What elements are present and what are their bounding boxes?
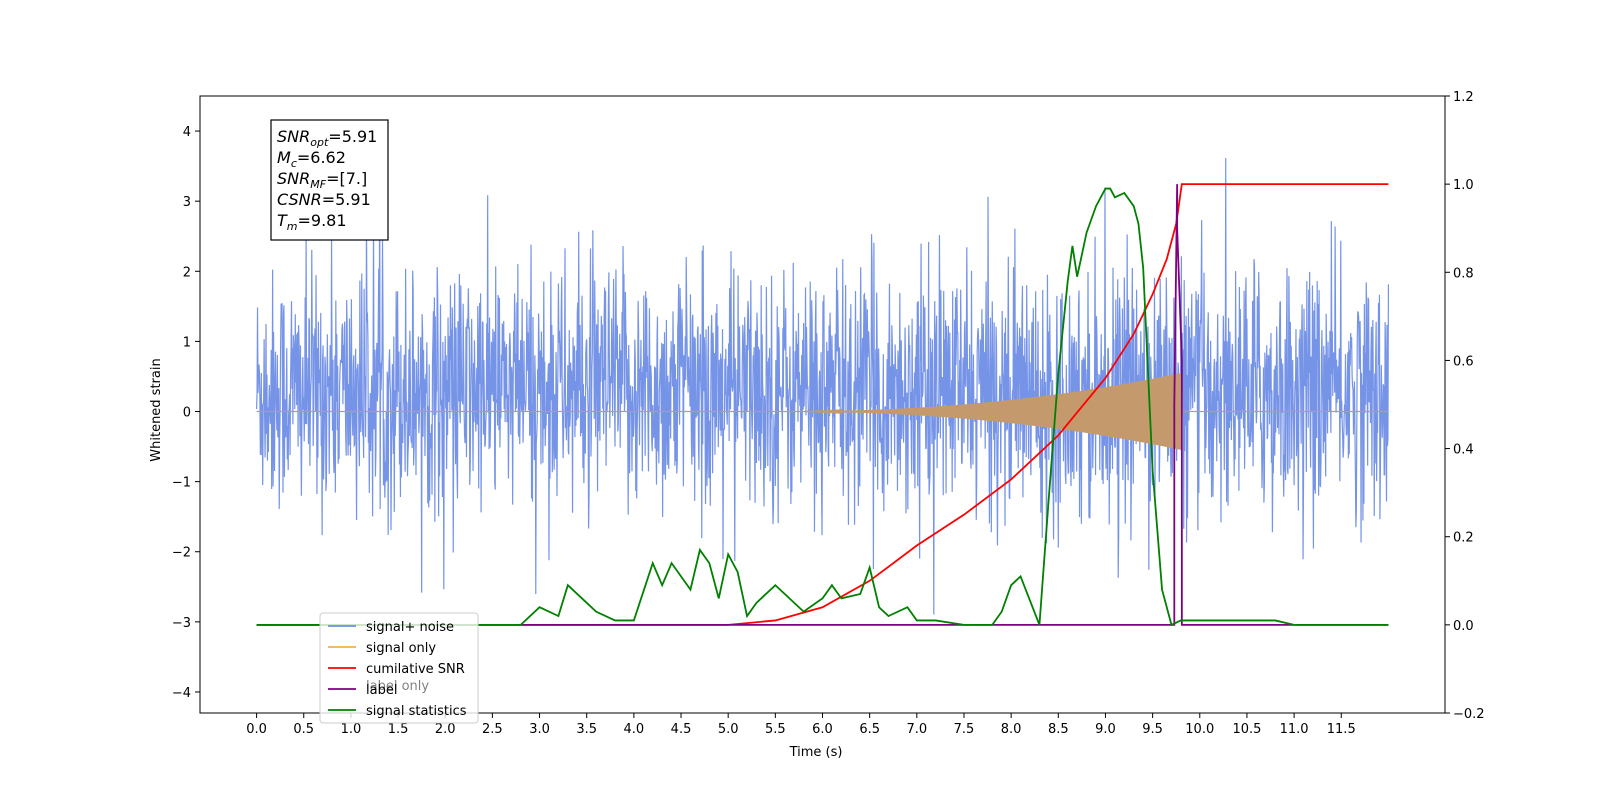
y-right-tick-label: 1.0 bbox=[1453, 178, 1474, 193]
x-axis-label: Time (s) bbox=[789, 745, 843, 760]
series-group bbox=[255, 157, 1390, 627]
x-tick-label: 7.0 bbox=[906, 722, 927, 737]
y-left-tick-label: −3 bbox=[172, 616, 191, 631]
x-tick-label: 0.5 bbox=[293, 722, 314, 737]
legend-label: signal+ noise bbox=[366, 620, 454, 635]
signal-noise-line bbox=[255, 157, 1390, 615]
x-tick-label: 9.0 bbox=[1095, 722, 1116, 737]
x-tick-label: 11.0 bbox=[1280, 722, 1309, 737]
y-right-tick-label: 0.2 bbox=[1453, 531, 1474, 546]
y-left-tick-label: 3 bbox=[183, 195, 191, 210]
axes: 0.0 0.5 1.0 1.5 2.0 2.5 3.0 3.5 4.0 4.5 5.0 5.5 6.0 6… bbox=[172, 90, 1485, 737]
y-axis-label: Whitened strain bbox=[149, 358, 164, 461]
legend-frame bbox=[319, 612, 479, 724]
x-tick-label: 10.0 bbox=[1185, 722, 1214, 737]
x-tick-label: 1.0 bbox=[341, 722, 362, 737]
y-left-tick-label: 4 bbox=[183, 125, 191, 140]
legend-label: cumilative SNR bbox=[366, 662, 465, 677]
legend-hidden-text: label only bbox=[366, 679, 429, 694]
x-tick-label: 2.0 bbox=[435, 722, 456, 737]
y-left-tick-label: 0 bbox=[183, 406, 191, 421]
legend: label only signal+ noise signal only cumila… bbox=[319, 612, 479, 724]
x-tick-label: 2.5 bbox=[482, 722, 503, 737]
x-tick-label: 1.5 bbox=[388, 722, 409, 737]
y-left-tick-label: −2 bbox=[172, 546, 191, 561]
label-line bbox=[256, 184, 1389, 626]
y-right-tick-label: 1.2 bbox=[1453, 90, 1474, 105]
signal-only-line bbox=[256, 372, 1389, 450]
x-tick-label: 8.0 bbox=[1001, 722, 1022, 737]
x-tick-label: 4.0 bbox=[624, 722, 645, 737]
y-right-tick-label: −0.2 bbox=[1453, 707, 1485, 722]
y-left-tick-label: 2 bbox=[183, 265, 191, 280]
y-right-tick-label: 0.0 bbox=[1453, 619, 1474, 634]
stats-line: CSNR=5.91 bbox=[277, 190, 371, 209]
y-right-tick-label: 0.6 bbox=[1453, 354, 1474, 369]
x-tick-label: 11.5 bbox=[1327, 722, 1356, 737]
x-tick-label: 9.5 bbox=[1142, 722, 1163, 737]
x-tick-label: 6.0 bbox=[812, 722, 833, 737]
cumulative-snr-line bbox=[256, 183, 1389, 626]
x-tick-label: 5.0 bbox=[718, 722, 739, 737]
x-tick-label: 8.5 bbox=[1048, 722, 1069, 737]
legend-label: signal statistics bbox=[366, 704, 467, 719]
x-tick-label: 3.0 bbox=[529, 722, 550, 737]
plot-area bbox=[255, 157, 1390, 627]
x-tick-label: 3.5 bbox=[576, 722, 597, 737]
stats-box-frame bbox=[270, 119, 389, 241]
legend-label: signal only bbox=[366, 641, 436, 656]
y-left-tick-label: −4 bbox=[172, 686, 191, 701]
x-tick-label: 7.5 bbox=[954, 722, 975, 737]
stats-line: Mc=6.62 bbox=[277, 148, 346, 170]
x-tick-label: 10.5 bbox=[1232, 722, 1261, 737]
x-tick-label: 6.5 bbox=[859, 722, 880, 737]
x-tick-label: 0.0 bbox=[246, 722, 267, 737]
stats-line: Tm=9.81 bbox=[277, 211, 347, 233]
signal-statistics-line bbox=[256, 187, 1389, 627]
stats-line: SNRopt=5.91 bbox=[277, 127, 377, 149]
legend-label: label bbox=[366, 683, 397, 698]
y-left-tick-label: 1 bbox=[183, 335, 191, 350]
y-right-tick-label: 0.4 bbox=[1453, 443, 1474, 458]
y-left-tick-label: −1 bbox=[172, 476, 191, 491]
x-tick-label: 5.5 bbox=[765, 722, 786, 737]
x-tick-label: 4.5 bbox=[671, 722, 692, 737]
stats-line: SNRMF=[7.] bbox=[277, 169, 367, 191]
y-right-tick-label: 0.8 bbox=[1453, 266, 1474, 281]
